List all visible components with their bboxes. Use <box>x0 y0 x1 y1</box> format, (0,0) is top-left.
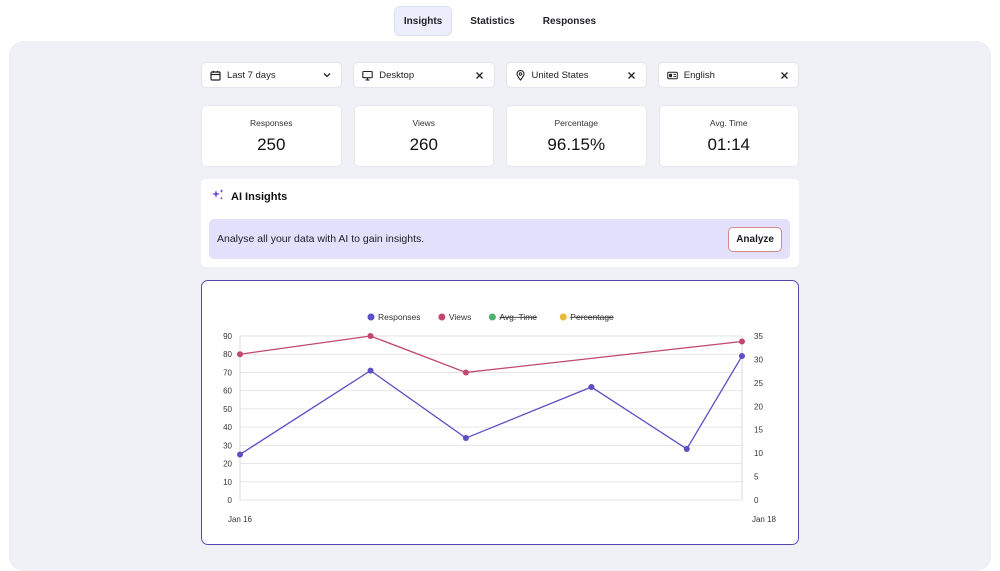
tab-responses[interactable]: Responses <box>542 15 597 27</box>
data-point <box>367 333 374 339</box>
x-tick-label: Jan 16 <box>228 515 253 524</box>
legend-marker <box>438 313 446 321</box>
y-tick-label-left: 30 <box>223 441 232 450</box>
legend-label: Avg. Time <box>499 312 537 322</box>
y-tick-label-right: 25 <box>754 379 763 388</box>
tab-bar: Insights Statistics Responses <box>0 6 1000 36</box>
data-point <box>237 451 243 458</box>
stat-title: Views <box>412 118 436 128</box>
data-point <box>462 369 469 376</box>
device-label: Desktop <box>379 69 415 81</box>
analyze-button[interactable]: Analyze <box>728 226 782 252</box>
stat-card-responses: Responses 250 <box>201 105 342 167</box>
calendar-icon <box>210 70 221 81</box>
y-tick-label-right: 20 <box>754 402 763 411</box>
y-tick-label-left: 10 <box>223 478 232 487</box>
tab-statistics[interactable]: Statistics <box>470 15 515 27</box>
y-tick-label-left: 60 <box>223 387 232 396</box>
y-tick-label-right: 0 <box>754 496 759 505</box>
stat-value: 96.15% <box>547 135 606 154</box>
y-tick-label-right: 10 <box>754 449 763 458</box>
language-icon <box>666 70 678 81</box>
stat-card-percentage: Percentage 96.15% <box>506 105 647 167</box>
data-point <box>367 367 374 374</box>
monitor-icon <box>362 70 373 81</box>
close-icon[interactable] <box>626 69 638 81</box>
ai-insights-title: AI Insights <box>231 190 288 203</box>
line-chart: 0 10 20 30 40 50 60 70 80 90 0 5 10 15 20 25 30 35 Jan 16 J… <box>223 312 777 524</box>
y-tick-label-left: 80 <box>223 350 232 359</box>
stats-row: Responses 250 Views 260 Percentage 96.15… <box>201 105 799 167</box>
y-tick-label-left: 70 <box>223 368 232 377</box>
stat-value: 250 <box>257 135 286 154</box>
y-tick-label-left: 20 <box>223 460 232 469</box>
country-label: United States <box>531 69 589 81</box>
data-point <box>739 353 745 360</box>
legend-label: Responses <box>378 312 421 322</box>
y-tick-label-right: 15 <box>754 426 763 435</box>
ai-analyze-banner: Analyse all your data with AI to gain in… <box>209 219 790 259</box>
legend-label: Percentage <box>570 312 614 322</box>
y-tick-label-right: 30 <box>754 355 763 364</box>
stat-card-views: Views 260 <box>353 105 494 167</box>
y-tick-label-left: 50 <box>223 405 232 414</box>
device-filter[interactable]: Desktop <box>353 62 495 88</box>
y-tick-label-right: 35 <box>754 332 763 341</box>
ai-insights-header: AI Insights <box>211 188 287 205</box>
y-tick-label-left: 0 <box>228 496 233 505</box>
y-tick-label-left: 40 <box>223 423 232 432</box>
chart-card: 0 10 20 30 40 50 60 70 80 90 0 5 10 15 20 25 30 35 Jan 16 J… <box>201 280 799 545</box>
data-point <box>462 435 469 442</box>
x-tick-label: Jan 18 <box>752 515 777 524</box>
ai-insights-card: AI Insights Analyse all your data with A… <box>201 179 799 267</box>
data-point <box>237 351 243 358</box>
stat-value: 01:14 <box>707 135 751 154</box>
language-label: English <box>683 69 715 81</box>
date-range-label: Last 7 days <box>227 69 276 81</box>
stat-card-avg-time: Avg. Time 01:14 <box>658 105 799 167</box>
language-filter[interactable]: English <box>657 62 799 88</box>
close-icon[interactable] <box>778 69 790 81</box>
stat-title: Percentage <box>554 118 598 128</box>
data-point <box>588 384 595 391</box>
series-line <box>239 355 743 455</box>
stat-title: Avg. Time <box>709 118 748 128</box>
data-point <box>739 338 745 345</box>
series-line <box>239 335 743 374</box>
close-icon[interactable] <box>474 69 486 81</box>
stat-title: Responses <box>249 118 293 128</box>
legend-marker <box>559 313 567 321</box>
country-filter[interactable]: United States <box>505 62 647 88</box>
chevron-down-icon[interactable] <box>321 69 333 81</box>
legend-marker <box>367 313 375 321</box>
y-tick-label-right: 5 <box>754 473 759 482</box>
legend-label: Views <box>449 312 472 322</box>
location-pin-icon <box>515 69 526 81</box>
filter-bar: Last 7 days Desktop United States Englis… <box>201 62 799 88</box>
tab-insights[interactable]: Insights <box>393 6 453 36</box>
stat-value: 260 <box>409 135 438 154</box>
legend-marker <box>488 313 496 321</box>
data-point <box>683 445 690 452</box>
ai-message: Analyse all your data with AI to gain in… <box>217 233 425 245</box>
y-tick-label-left: 90 <box>223 332 232 341</box>
sparkle-icon <box>211 188 225 205</box>
date-range-select[interactable]: Last 7 days <box>201 62 343 88</box>
